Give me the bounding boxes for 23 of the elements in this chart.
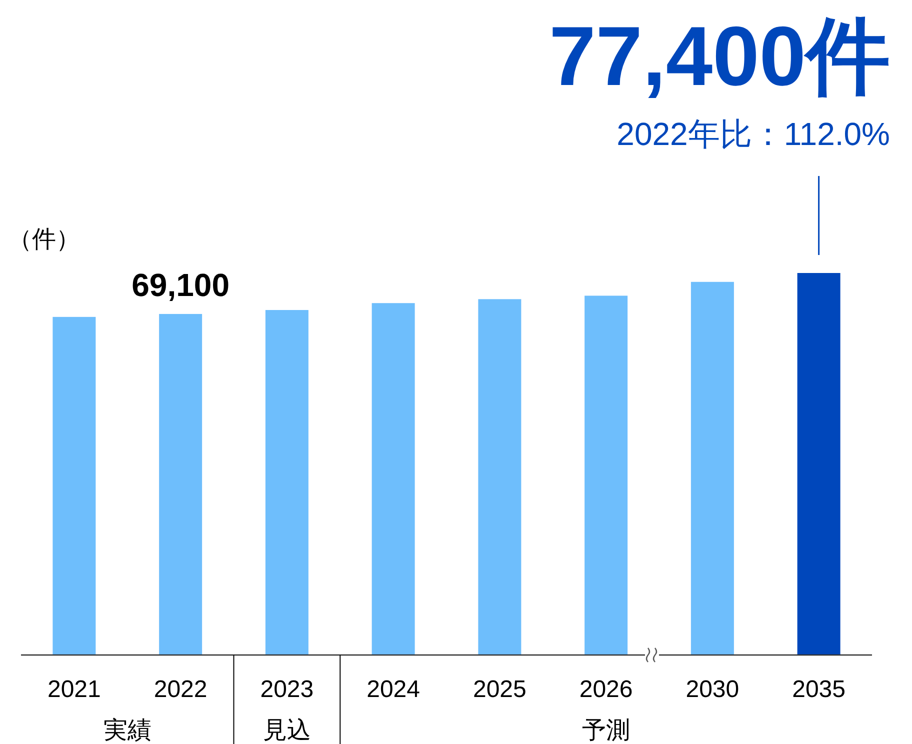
x-tick-label: 2024	[366, 676, 420, 703]
x-tick-label: 2026	[579, 676, 633, 703]
x-tick-label: 2021	[47, 676, 101, 703]
y-axis-title: （件）	[8, 226, 80, 253]
bar	[797, 273, 840, 655]
bar	[478, 299, 522, 655]
text: 見込	[262, 717, 311, 744]
x-tick-label: 2035	[792, 676, 846, 703]
data-label: 69,100	[132, 266, 230, 303]
text: 実績	[103, 717, 152, 744]
text: 77,400件	[549, 9, 890, 103]
bar	[52, 316, 96, 655]
x-tick-label: 2022	[154, 676, 208, 703]
text: 予測	[582, 717, 630, 744]
bar	[584, 296, 628, 655]
bar	[265, 310, 308, 655]
bar	[690, 282, 734, 655]
bar	[372, 303, 415, 655]
x-tick-label: 2030	[686, 676, 740, 703]
bar	[159, 314, 202, 655]
x-tick-label: 2025	[472, 676, 526, 703]
x-tick-label: 2023	[260, 676, 314, 703]
text: 2022年比：112.0%	[616, 116, 890, 152]
